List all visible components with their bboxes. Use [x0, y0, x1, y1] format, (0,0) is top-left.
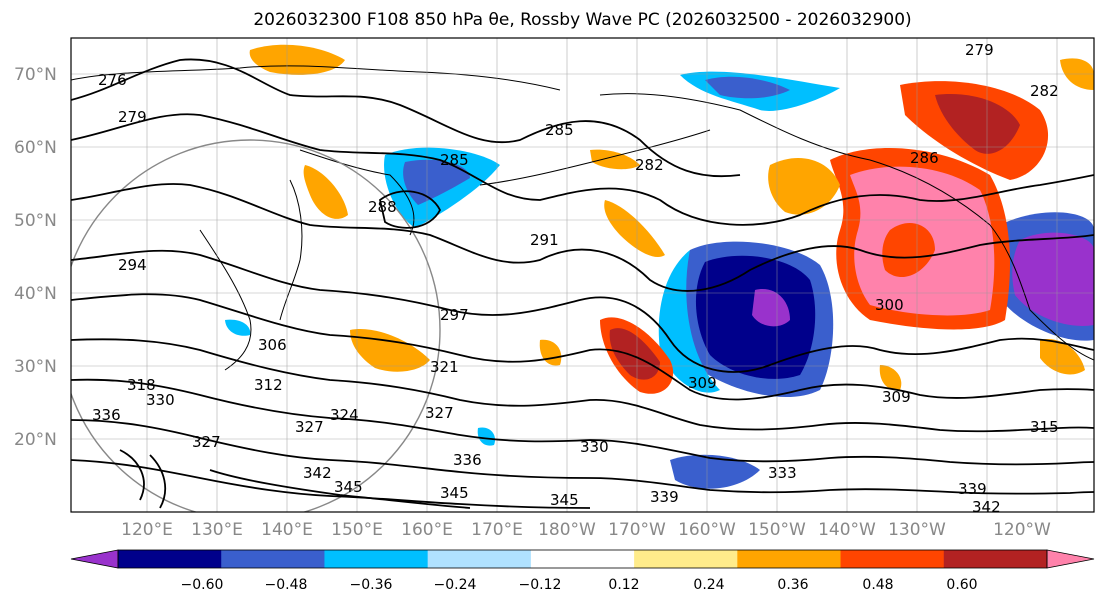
lon-tick: 120°E	[121, 520, 173, 540]
contour-label: 324	[330, 406, 359, 424]
contour-label: 339	[958, 480, 987, 498]
contour-label: 294	[118, 256, 147, 274]
contour-label: 336	[453, 451, 482, 469]
lon-tick: 140°W	[818, 520, 876, 540]
contour-label: 318	[127, 376, 156, 394]
colorbar-tick: −0.60	[181, 577, 224, 593]
lat-tick: 40°N	[14, 284, 57, 304]
contour-label: 342	[303, 464, 332, 482]
contour-label: 285	[545, 121, 574, 139]
lon-tick: 160°W	[678, 520, 736, 540]
colorbar-tick: 0.24	[693, 577, 724, 593]
colorbar-ticks: −0.60 −0.48 −0.36 −0.24 −0.12 0.12 0.24 …	[181, 577, 978, 593]
coastlines	[71, 65, 1094, 371]
colorbar-tick: −0.12	[519, 577, 562, 593]
lon-tick: 150°W	[748, 520, 806, 540]
colorbar-tick: 0.36	[777, 577, 808, 593]
lat-tick: 50°N	[14, 211, 57, 231]
lon-tick: 140°E	[261, 520, 313, 540]
contour-label: 336	[92, 406, 121, 424]
colorbar-extend-max	[1046, 549, 1095, 569]
lon-tick: 170°E	[471, 520, 523, 540]
colorbar-tick: −0.36	[350, 577, 393, 593]
lat-tick: 60°N	[14, 138, 57, 158]
contour-label: 339	[650, 488, 679, 506]
colorbar	[70, 549, 1095, 569]
lon-tick: 130°W	[888, 520, 946, 540]
contour-label: 291	[530, 231, 559, 249]
contour-label: 276	[98, 71, 127, 89]
contour-label: 312	[254, 376, 283, 394]
colorbar-segment	[427, 550, 532, 568]
lat-tick: 30°N	[14, 357, 57, 377]
contour-label: 321	[430, 358, 459, 376]
colorbar-segment	[221, 550, 325, 568]
lon-tick: 170°W	[608, 520, 666, 540]
colorbar-segment	[634, 550, 738, 568]
contour-label: 315	[1030, 418, 1059, 436]
colorbar-segment	[943, 550, 1048, 568]
contour-label: 309	[688, 374, 717, 392]
colorbar-tick: −0.48	[265, 577, 308, 593]
colorbar-segment	[118, 550, 222, 568]
contour-label: 297	[440, 306, 469, 324]
lon-tick: 120°W	[993, 520, 1051, 540]
lon-tick: 150°E	[331, 520, 383, 540]
contour-label: 285	[440, 151, 469, 169]
longitude-ticks: 120°E 130°E 140°E 150°E 160°E 170°E 180°…	[121, 520, 1051, 540]
map-title: 2026032300 F108 850 hPa θe, Rossby Wave …	[253, 10, 912, 30]
colorbar-segment	[840, 550, 945, 568]
contour-label: 345	[334, 478, 363, 496]
great-circle	[71, 139, 441, 512]
contour-labels: 276 279 279 282 285 285 288 291 294 297 …	[92, 41, 1059, 516]
contour-label: 327	[295, 418, 324, 436]
contour-label: 300	[875, 296, 904, 314]
lat-tick: 20°N	[14, 430, 57, 450]
colorbar-tick: −0.24	[434, 577, 477, 593]
contour-label: 279	[118, 108, 147, 126]
contour-label: 282	[1030, 82, 1059, 100]
colorbar-tick: 0.48	[862, 577, 893, 593]
theta-e-contours	[71, 58, 1094, 509]
contour-label: 333	[768, 464, 797, 482]
contour-label: 342	[972, 498, 1001, 516]
contour-label: 282	[635, 156, 664, 174]
contour-label: 327	[425, 404, 454, 422]
lon-tick: 160°E	[401, 520, 453, 540]
colorbar-segment	[737, 550, 842, 568]
gridlines	[71, 38, 1094, 512]
contour-label: 288	[368, 198, 397, 216]
colorbar-tick: 0.60	[946, 577, 977, 593]
colorbar-tick: 0.12	[608, 577, 639, 593]
contour-label: 330	[146, 391, 175, 409]
colorbar-segment	[324, 550, 429, 568]
colorbar-segment	[530, 550, 635, 568]
latitude-ticks: 70°N 60°N 50°N 40°N 30°N 20°N	[14, 65, 57, 450]
contour-label: 309	[882, 388, 911, 406]
colorbar-extend-min	[70, 549, 119, 569]
contour-label: 327	[192, 433, 221, 451]
anomaly-shading	[225, 44, 1094, 489]
lon-tick: 180°W	[538, 520, 596, 540]
contour-label: 306	[258, 336, 287, 354]
contour-label: 345	[440, 484, 469, 502]
lon-tick: 130°E	[191, 520, 243, 540]
lat-tick: 70°N	[14, 65, 57, 85]
contour-label: 286	[910, 149, 939, 167]
contour-label: 330	[580, 438, 609, 456]
contour-label: 345	[550, 491, 579, 509]
contour-label: 279	[965, 41, 994, 59]
